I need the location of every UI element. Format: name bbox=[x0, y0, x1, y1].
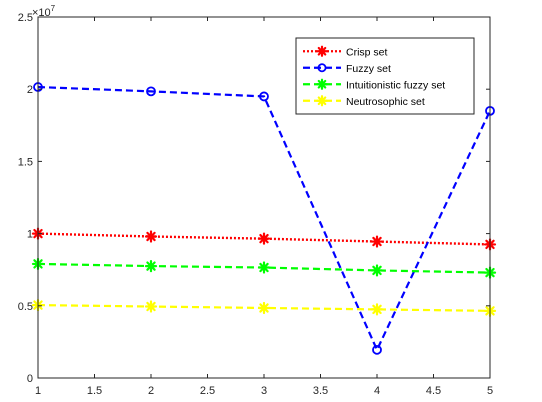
y-tick-label: 1.5 bbox=[18, 156, 33, 168]
y-tick-label: 2 bbox=[27, 84, 33, 96]
legend-label: Crisp set bbox=[346, 46, 388, 58]
data-point-marker bbox=[144, 300, 158, 313]
y-tick-label: 1 bbox=[27, 229, 33, 241]
data-point-marker bbox=[144, 230, 158, 243]
series-line bbox=[37, 232, 491, 246]
data-point-marker bbox=[372, 344, 382, 355]
legend: Crisp set Fuzzy set Intuitionistic fuzzy s… bbox=[295, 37, 475, 115]
data-point-marker bbox=[257, 232, 271, 245]
data-point-marker bbox=[370, 235, 384, 248]
data-point-marker bbox=[144, 259, 158, 273]
y-exponent-power: 7 bbox=[51, 4, 56, 13]
x-axis: 1 1.5 2 2.5 3 3.5 4 4.5 5 bbox=[35, 17, 493, 397]
y-axis: 0 0.5 1 1.5 2 2.5 bbox=[18, 12, 490, 385]
y-exponent-base: ×10 bbox=[32, 7, 51, 19]
data-point-marker bbox=[257, 301, 271, 315]
y-tick-label: 0.5 bbox=[18, 301, 33, 313]
data-point-marker bbox=[317, 63, 327, 73]
y-exponent-label: ×107 bbox=[32, 4, 56, 19]
legend-label: Fuzzy set bbox=[346, 63, 391, 75]
legend-item: Fuzzy set bbox=[303, 63, 391, 75]
x-tick-label: 1.5 bbox=[87, 385, 102, 397]
legend-label: Intuitionistic fuzzy set bbox=[346, 79, 445, 91]
y-tick-label: 0 bbox=[27, 373, 33, 385]
y-tick-label: 2.5 bbox=[18, 12, 33, 24]
data-point-marker bbox=[259, 91, 269, 102]
data-point-marker bbox=[316, 45, 328, 57]
legend-item: Crisp set bbox=[303, 45, 388, 58]
data-point-marker bbox=[316, 95, 328, 107]
x-tick-label: 3.5 bbox=[313, 385, 328, 397]
data-point-marker bbox=[370, 264, 384, 277]
legend-label: Neutrosophic set bbox=[346, 96, 425, 108]
series-line bbox=[37, 85, 491, 353]
x-tick-label: 2.5 bbox=[200, 385, 215, 397]
x-tick-label: 4 bbox=[374, 385, 380, 397]
data-point-marker bbox=[316, 78, 328, 90]
x-tick-label: 3 bbox=[261, 385, 267, 397]
legend-item: Intuitionistic fuzzy set bbox=[303, 78, 445, 91]
x-tick-label: 1 bbox=[35, 385, 41, 397]
data-point-marker bbox=[146, 86, 156, 97]
x-tick-label: 2 bbox=[148, 385, 154, 397]
x-tick-label: 4.5 bbox=[426, 385, 441, 397]
data-point-marker bbox=[370, 303, 384, 316]
data-point-marker bbox=[257, 261, 271, 274]
legend-item: Neutrosophic set bbox=[303, 95, 425, 108]
x-tick-label: 5 bbox=[487, 385, 493, 397]
